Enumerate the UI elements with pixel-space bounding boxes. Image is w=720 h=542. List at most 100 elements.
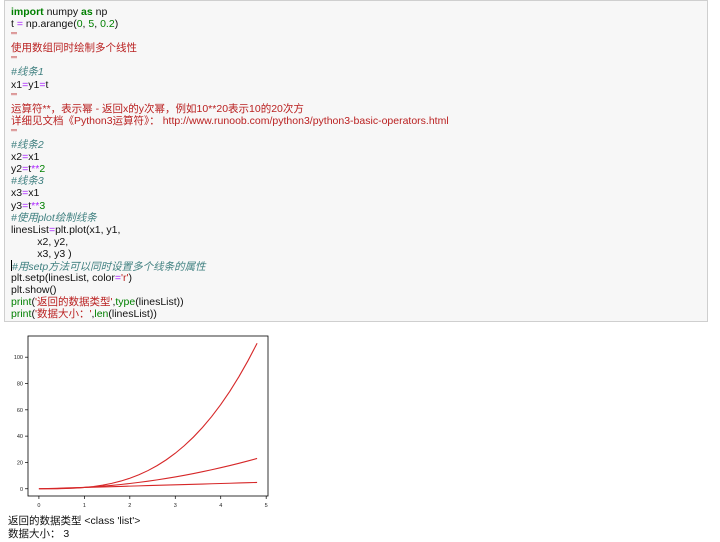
code-token: ( — [31, 308, 35, 321]
x-tick-label: 2 — [128, 503, 131, 509]
y-tick-label: 80 — [17, 382, 23, 388]
series-line — [38, 342, 258, 490]
code-token: = — [16, 18, 23, 31]
code-token: = — [48, 223, 56, 236]
code-line: ''' — [11, 91, 449, 103]
y-tick-label: 20 — [17, 460, 23, 466]
code-token: t — [11, 18, 17, 31]
code-token: '数据大小：' — [34, 308, 92, 321]
x-tick-label: 5 — [265, 503, 268, 509]
code-token: ''' — [11, 30, 18, 43]
code-token: x1 — [28, 151, 40, 164]
code-token: np — [92, 6, 108, 18]
output-line-type: 返回的数据类型 <class 'list'> — [8, 515, 141, 527]
code-token: ) — [114, 18, 119, 31]
code-token: x3 — [11, 187, 23, 200]
code-token: (linesList)) — [108, 308, 157, 321]
code-token: (linesList)) — [135, 296, 184, 309]
code-token: = — [22, 163, 29, 176]
code-token: #线条1 — [11, 66, 44, 79]
x-tick-label: 1 — [83, 503, 86, 509]
code-line: #线条2 — [11, 139, 449, 151]
code-line: ''' — [11, 127, 449, 139]
code-line: x2, y2, — [11, 236, 449, 248]
code-line: x2=x1 — [11, 151, 449, 163]
code-token: t — [28, 199, 32, 212]
code-token: #线条2 — [11, 139, 44, 152]
code-line: y2=t**2 — [11, 163, 449, 175]
code-line: 详细见文档《Python3运算符》： http://www.runoob.com… — [11, 115, 449, 127]
code-line: import numpy as np — [11, 6, 449, 18]
code-line: print('数据大小：',len(linesList)) — [11, 308, 449, 320]
code-line: #使用plot绘制线条 — [11, 212, 449, 224]
code-token: x1 — [28, 187, 40, 200]
print-output: 返回的数据类型 <class 'list'> 数据大小： 3 — [8, 515, 140, 541]
code-token: #使用plot绘制线条 — [11, 211, 97, 224]
code-token: as — [81, 6, 93, 18]
code-token: ''' — [11, 54, 18, 67]
code-token: len — [94, 308, 109, 321]
code-token: ( — [31, 296, 35, 309]
code-token: np.arange( — [22, 18, 77, 31]
code-token: 0 — [76, 18, 83, 31]
code-token: 0.2 — [100, 18, 115, 31]
x-tick-label: 3 — [174, 503, 177, 509]
code-token: = — [22, 187, 29, 200]
line-chart: 0 1 2 3 4 5 0 20 40 60 80 100 — [14, 335, 269, 509]
code-token: = — [39, 78, 46, 91]
code-token: #线条3 — [11, 175, 44, 188]
code-token: ** — [31, 199, 40, 212]
code-token: = — [114, 272, 122, 285]
code-line: #线条3 — [11, 175, 449, 187]
x-tick-label: 0 — [37, 503, 40, 509]
code-token: 详细见文档《Python3运算符》： http://www.runoob.com… — [11, 114, 449, 127]
code-token: 'r' — [121, 272, 129, 285]
code-token: 运算符**，表示幂 - 返回x的y次幂，例如10**20表示10的20次方 — [11, 102, 304, 115]
code-line: #线条1 — [11, 66, 449, 78]
code-token: ''' — [11, 90, 18, 103]
code-line: #用setp方法可以同时设置多个线条的属性 — [11, 259, 449, 273]
code-token: , — [94, 18, 101, 31]
code-token: 使用数组同时绘制多个线性 — [11, 42, 137, 55]
code-token: t — [45, 78, 49, 91]
code-token: '返回的数据类型' — [34, 296, 113, 309]
code-token: , — [91, 308, 95, 321]
code-line: linesList=plt.plot(x1, y1, — [11, 224, 449, 236]
code-line: x3=x1 — [11, 187, 449, 199]
code-token: ) — [128, 272, 133, 285]
code-token: y1 — [28, 78, 40, 91]
code-line: y3=t**3 — [11, 200, 449, 212]
code-token: type — [115, 296, 136, 309]
output-line-size: 数据大小： 3 — [8, 528, 70, 540]
code-line: print('返回的数据类型',type(linesList)) — [11, 296, 449, 308]
code-cell[interactable]: import numpy as np t = np.arange(0, 5, 0.… — [4, 0, 708, 322]
code-token: t — [28, 163, 32, 176]
code-token: , — [112, 296, 116, 309]
x-tick-label: 4 — [219, 503, 222, 509]
plot-frame — [27, 335, 269, 497]
text-cursor — [11, 259, 12, 271]
code-token: print — [11, 296, 32, 309]
code-token: 3 — [39, 199, 46, 212]
code-line: 使用数组同时绘制多个线性 — [11, 42, 449, 54]
y-tick-label: 0 — [20, 487, 23, 493]
code-line: 运算符**，表示幂 - 返回x的y次幂，例如10**20表示10的20次方 — [11, 103, 449, 115]
code-token: x3, y3 ) — [11, 247, 72, 260]
code-token: plt.setp(linesList, color — [11, 272, 115, 285]
code-line: x3, y3 ) — [11, 248, 449, 260]
code-line: ''' — [11, 30, 449, 42]
code-token: x2 — [11, 151, 23, 164]
code-token: = — [22, 78, 29, 91]
y-tick-label: 60 — [17, 408, 23, 414]
code-line: ''' — [11, 54, 449, 66]
code-editor[interactable]: import numpy as np t = np.arange(0, 5, 0.… — [11, 6, 449, 320]
code-token: print — [11, 308, 32, 321]
code-token: ** — [31, 163, 40, 176]
code-token: = — [22, 199, 29, 212]
y-tick-label: 40 — [17, 434, 23, 440]
code-token: plt.plot(x1, y1, — [55, 223, 121, 236]
code-token: y3 — [11, 199, 23, 212]
code-token: numpy — [43, 6, 82, 18]
code-token: x2, y2, — [11, 235, 69, 248]
code-token: 2 — [39, 163, 46, 176]
